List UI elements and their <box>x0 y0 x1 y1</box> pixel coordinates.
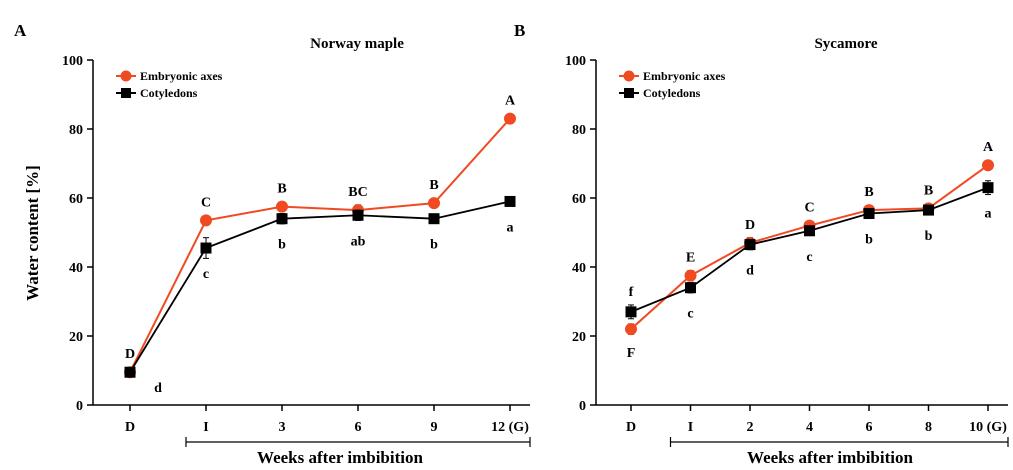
point-cotyledons <box>428 213 440 225</box>
point-cotyledons <box>276 213 288 225</box>
chart-title: Norway maple <box>310 36 404 52</box>
y-tick-label: 0 <box>579 399 586 414</box>
y-tick-label: 60 <box>572 192 586 207</box>
y-tick-label: 100 <box>565 54 586 69</box>
y-tick-label: 80 <box>572 123 586 138</box>
legend-marker-cotyledons <box>624 88 634 98</box>
sig-label-embryonic-axes: E <box>686 251 695 266</box>
x-axis-label: Weeks after imbibition <box>747 448 913 467</box>
sig-label-cotyledons: c <box>687 307 693 322</box>
x-tick-label: D <box>125 420 135 435</box>
point-cotyledons <box>124 366 136 378</box>
y-tick-label: 20 <box>572 330 586 345</box>
x-tick-label: 10 (G) <box>969 420 1007 435</box>
point-embryonic-axes <box>200 214 212 227</box>
sig-label-cotyledons: c <box>203 267 209 282</box>
chart-title: Sycamore <box>814 36 877 52</box>
point-cotyledons <box>352 209 364 221</box>
legend-label-embryonic-axes: Embryonic axes <box>643 69 726 83</box>
panel-a: A Norway maple 0 20 40 60 80 100 D I 3 6 9 12 (G) Week… <box>14 21 531 467</box>
point-cotyledons <box>744 239 756 251</box>
x-tick-label: 3 <box>279 420 286 435</box>
point-embryonic-axes <box>504 112 516 125</box>
panel-b: B Sycamore 0 20 40 60 80 100 D I 2 4 6 8 10 (G) Weeks a… <box>514 21 1009 467</box>
legend-label-embryonic-axes: Embryonic axes <box>140 69 223 83</box>
point-cotyledons <box>504 195 516 207</box>
panel-letter: A <box>14 21 27 40</box>
y-tick-label: 60 <box>69 192 83 207</box>
sig-label-embryonic-axes: BC <box>348 185 367 200</box>
point-cotyledons <box>685 282 696 294</box>
panel-letter: B <box>514 21 525 40</box>
sig-label-embryonic-axes: B <box>429 178 438 193</box>
x-tick-label: 12 (G) <box>491 420 529 435</box>
x-tick-label: I <box>203 420 208 435</box>
sig-label-embryonic-axes: B <box>277 182 286 197</box>
sig-label-embryonic-axes: B <box>864 185 873 200</box>
sig-label-embryonic-axes: C <box>201 195 211 210</box>
sig-label-embryonic-axes: D <box>745 218 755 233</box>
point-embryonic-axes <box>276 200 288 213</box>
x-tick-label: I <box>688 420 693 435</box>
sig-label-cotyledons: f <box>629 285 634 300</box>
sig-label-cotyledons: b <box>430 238 438 253</box>
sig-label-cotyledons: a <box>985 207 992 222</box>
x-tick-label: D <box>626 420 636 435</box>
y-tick-label: 0 <box>76 399 83 414</box>
sig-label-cotyledons: d <box>154 381 162 396</box>
legend-marker-embryonic-axes <box>623 70 635 82</box>
series-embryonic-axes-line <box>630 164 989 330</box>
x-tick-label: 9 <box>431 420 438 435</box>
sig-label-cotyledons: c <box>806 250 812 265</box>
y-tick-label: 100 <box>62 54 83 69</box>
legend-label-cotyledons: Cotyledons <box>643 86 701 100</box>
sig-label-embryonic-axes: D <box>125 347 135 362</box>
point-cotyledons <box>982 182 994 194</box>
y-tick-label: 40 <box>69 261 83 276</box>
point-cotyledons <box>923 204 934 216</box>
sig-label-embryonic-axes: F <box>627 346 636 361</box>
y-tick-label: 20 <box>69 330 83 345</box>
sig-label-cotyledons: d <box>746 264 754 279</box>
sig-label-embryonic-axes: B <box>924 183 933 198</box>
legend-marker-embryonic-axes <box>120 70 132 82</box>
point-cotyledons <box>625 306 637 318</box>
y-tick-label: 40 <box>572 261 586 276</box>
sig-label-embryonic-axes: C <box>804 201 814 216</box>
sig-label-cotyledons: b <box>278 238 286 253</box>
y-tick-label: 80 <box>69 123 83 138</box>
x-axis-label: Weeks after imbibition <box>257 448 423 467</box>
sig-label-embryonic-axes: A <box>983 140 994 155</box>
x-tick-label: 4 <box>806 420 813 435</box>
sig-label-cotyledons: b <box>865 233 873 248</box>
point-cotyledons <box>804 225 815 237</box>
point-embryonic-axes <box>684 269 697 282</box>
series-embryonic-axes-line <box>129 117 511 373</box>
x-tick-label: 6 <box>355 420 362 435</box>
sig-label-cotyledons: b <box>925 229 933 244</box>
sig-label-cotyledons: ab <box>351 234 366 249</box>
series-cotyledons-line <box>129 200 511 373</box>
sig-label-embryonic-axes: A <box>505 94 516 109</box>
point-cotyledons <box>200 242 212 254</box>
point-embryonic-axes <box>982 159 994 172</box>
sig-label-cotyledons: a <box>507 220 514 235</box>
legend-label-cotyledons: Cotyledons <box>140 86 198 100</box>
legend-marker-cotyledons <box>121 88 131 98</box>
x-tick-label: 6 <box>866 420 873 435</box>
y-axis-label: Water content [%] <box>23 165 42 301</box>
point-embryonic-axes <box>428 197 440 210</box>
point-cotyledons <box>863 208 875 220</box>
x-tick-label: 2 <box>747 420 754 435</box>
x-tick-label: 8 <box>925 420 932 435</box>
point-embryonic-axes <box>625 323 637 336</box>
